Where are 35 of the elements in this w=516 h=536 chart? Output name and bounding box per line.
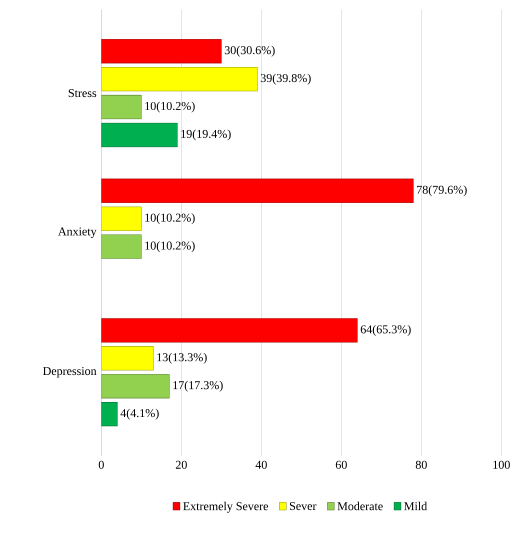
bar — [101, 122, 178, 148]
bar — [101, 318, 358, 343]
legend-label: Sever — [290, 502, 316, 510]
bar — [101, 374, 170, 398]
legend-label: Moderate — [338, 502, 383, 510]
data-label: 10(10.2%) — [145, 213, 195, 224]
data-label: 4(4.1%) — [120, 408, 159, 420]
bar — [101, 66, 258, 92]
legend-label: Extremely Severe — [183, 502, 268, 513]
bar — [101, 178, 414, 203]
legend-label: Mild — [404, 502, 428, 510]
x-tick-label: 100 — [493, 460, 510, 469]
y-tick-label: Depression — [42, 367, 96, 378]
bar — [101, 94, 142, 120]
bar — [101, 402, 118, 426]
x-tick-label: 40 — [256, 460, 267, 469]
data-label: 10(10.2%) — [145, 241, 195, 252]
y-tick-label: Anxiety — [58, 227, 97, 238]
data-label: 10(10.2%) — [145, 102, 195, 112]
x-tick-label: 20 — [176, 460, 187, 469]
data-label: 13(13.3%) — [157, 352, 207, 364]
x-tick-label: 60 — [336, 460, 347, 469]
x-tick-label: 0 — [98, 460, 104, 469]
bar — [101, 346, 154, 370]
bar — [101, 39, 222, 64]
data-label: 39(39.8%) — [260, 74, 311, 85]
bar — [101, 234, 142, 259]
data-label: 78(79.6%) — [417, 185, 467, 196]
data-label: 64(65.3%) — [360, 324, 411, 336]
data-label: 19(19.4%) — [181, 130, 231, 140]
data-label: 30(30.6%) — [224, 46, 275, 57]
bar — [101, 206, 142, 231]
x-tick-label: 80 — [416, 460, 427, 469]
y-tick-label: Stress — [68, 89, 96, 98]
data-label: 17(17.3%) — [173, 380, 223, 392]
